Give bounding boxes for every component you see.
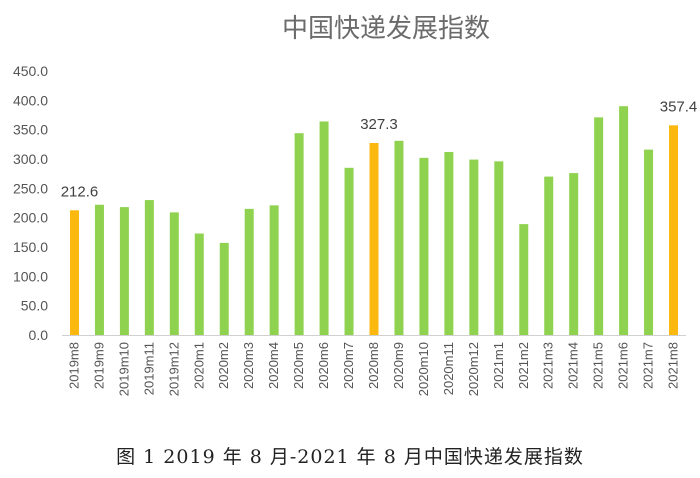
bar-2020m3 bbox=[244, 208, 254, 335]
y-tick-label: 300.0 bbox=[13, 151, 48, 167]
x-tick-label: 2020m10 bbox=[416, 342, 431, 396]
x-tick-label: 2021m2 bbox=[516, 342, 531, 389]
bar-2019m9 bbox=[94, 204, 104, 335]
bar-2019m8 bbox=[69, 210, 79, 335]
y-tick-label: 0.0 bbox=[29, 327, 49, 343]
bar-2020m1 bbox=[194, 233, 204, 335]
data-label: 212.6 bbox=[61, 183, 99, 200]
x-tick-label: 2019m10 bbox=[116, 342, 131, 396]
bar-2021m8 bbox=[669, 125, 679, 335]
bar-2020m6 bbox=[319, 121, 329, 335]
x-tick-label: 2019m11 bbox=[141, 342, 156, 395]
chart-title: 中国快递发展指数 bbox=[282, 14, 490, 44]
x-tick-label: 2019m12 bbox=[166, 342, 181, 396]
x-tick-label: 2020m5 bbox=[291, 342, 306, 389]
x-tick-label: 2020m11 bbox=[441, 342, 456, 395]
bar-2019m11 bbox=[144, 200, 154, 335]
y-tick-label: 200.0 bbox=[13, 210, 48, 226]
y-tick-label: 450.0 bbox=[13, 63, 48, 79]
bar-2020m12 bbox=[469, 159, 479, 335]
data-labels-group: 212.6 327.3 357.4 bbox=[61, 98, 698, 200]
x-tick-label: 2019m9 bbox=[91, 342, 106, 389]
x-tick-label: 2020m8 bbox=[366, 342, 381, 389]
y-tick-label: 50.0 bbox=[21, 298, 48, 314]
x-tick-label: 2020m6 bbox=[316, 342, 331, 389]
x-tick-label: 2021m8 bbox=[666, 342, 681, 389]
bar-2021m2 bbox=[519, 224, 529, 335]
y-tick-label: 400.0 bbox=[13, 92, 48, 108]
bar-2019m10 bbox=[119, 207, 129, 335]
data-label: 357.4 bbox=[660, 98, 698, 115]
x-tick-label: 2021m3 bbox=[541, 342, 556, 389]
x-tick-label: 2021m4 bbox=[566, 342, 581, 389]
bar-2021m5 bbox=[594, 117, 604, 335]
bar-2020m2 bbox=[219, 242, 229, 335]
bar-2020m9 bbox=[394, 140, 404, 335]
x-tick-label: 2020m2 bbox=[216, 342, 231, 389]
y-tick-label: 250.0 bbox=[13, 180, 48, 196]
x-tick-label: 2020m1 bbox=[191, 342, 206, 389]
bar-chart: 中国快递发展指数 0.0 50.0 100.0 150.0 200.0 250.0 300.… bbox=[13, 14, 698, 396]
y-tick-label: 150.0 bbox=[13, 239, 48, 255]
x-tick-label: 2021m5 bbox=[591, 342, 606, 389]
x-tick-label: 2019m8 bbox=[66, 342, 81, 389]
y-tick-label: 100.0 bbox=[13, 268, 48, 284]
x-axis-ticks: 2019m8 2019m9 2019m10 2019m11 2019m12 2020m1 2… bbox=[66, 342, 680, 396]
bar-2020m10 bbox=[419, 157, 429, 335]
x-tick-label: 2020m12 bbox=[466, 342, 481, 396]
bar-2021m3 bbox=[544, 176, 554, 335]
bar-2021m1 bbox=[494, 161, 504, 335]
bar-2021m4 bbox=[569, 173, 579, 335]
x-tick-label: 2021m6 bbox=[616, 342, 631, 389]
x-tick-label: 2021m7 bbox=[641, 342, 656, 389]
y-axis-ticks: 0.0 50.0 100.0 150.0 200.0 250.0 300.0 350.0 400… bbox=[13, 63, 48, 343]
figure-caption: 图 1 2019 年 8 月-2021 年 8 月中国快递发展指数 bbox=[116, 446, 584, 468]
bar-2020m4 bbox=[269, 205, 279, 335]
bar-2020m5 bbox=[294, 133, 304, 335]
x-tick-label: 2021m1 bbox=[491, 342, 506, 389]
bar-2021m6 bbox=[619, 106, 629, 335]
bar-2020m7 bbox=[344, 167, 354, 335]
bar-2021m7 bbox=[644, 149, 654, 335]
x-tick-label: 2020m4 bbox=[266, 342, 281, 389]
y-tick-label: 350.0 bbox=[13, 122, 48, 138]
x-tick-label: 2020m3 bbox=[241, 342, 256, 389]
x-tick-label: 2020m9 bbox=[391, 342, 406, 389]
bar-2020m11 bbox=[444, 151, 454, 335]
x-tick-label: 2020m7 bbox=[341, 342, 356, 389]
bar-2019m12 bbox=[169, 212, 179, 335]
bars-group bbox=[69, 106, 679, 335]
data-label: 327.3 bbox=[360, 116, 398, 133]
bar-2020m8 bbox=[369, 142, 379, 335]
